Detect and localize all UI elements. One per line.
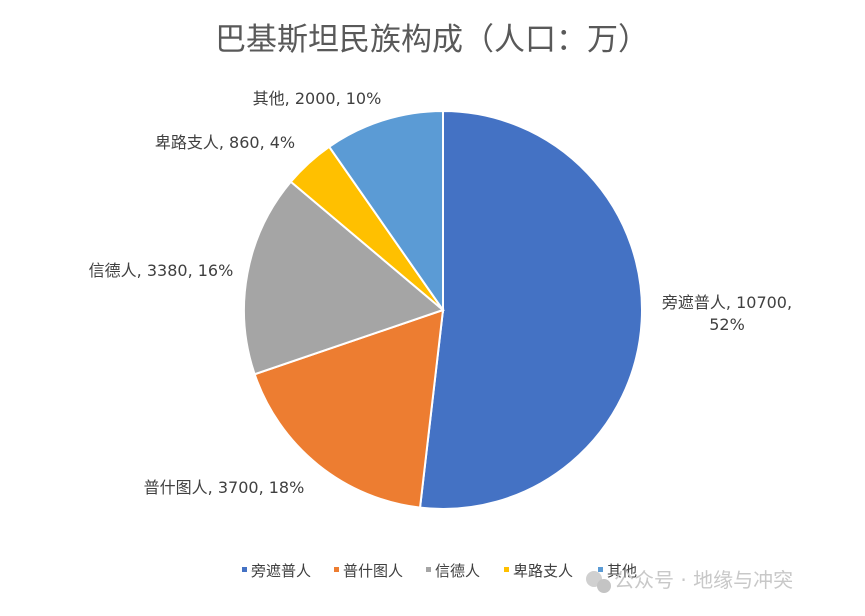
data-label-2: 普什图人, 3700, 18% [144,478,305,497]
watermark-text: 公众号 · 地缘与冲突 [614,568,793,592]
legend-label-4: 卑路支人 [513,562,573,580]
legend: 旁遮普人 普什图人 信德人 卑路支人 其他 [242,562,637,580]
pie-slice-2 [253,308,445,509]
legend-label-1: 旁遮普人 [251,562,311,580]
legend-label-3: 信德人 [435,562,480,580]
pie-slice-1 [418,109,643,510]
data-label-5: 其他, 2000, 10% [253,89,382,108]
pie-slices [243,109,643,510]
pie-slice-5 [327,109,444,314]
legend-marker-4 [504,567,509,572]
legend-label-2: 普什图人 [343,562,403,580]
legend-marker-1 [242,567,247,572]
data-label-4: 卑路支人, 860, 4% [155,133,295,152]
watermark: 公众号 · 地缘与冲突 [586,568,793,593]
data-label-1: 旁遮普人, 10700, 52% [662,293,792,334]
legend-label-5: 其他 [607,562,637,580]
legend-marker-2 [334,567,339,572]
pie-slice-3 [243,180,445,376]
chart-title: 巴基斯坦民族构成（人口：万） [215,22,649,58]
data-labels: 旁遮普人, 10700, 52% 普什图人, 3700, 18% 信德人, 3380,… [89,89,792,497]
legend-marker-5 [598,567,603,572]
data-label-3: 信德人, 3380, 16% [89,261,234,280]
wechat-icon [586,571,611,593]
legend-marker-3 [426,567,431,572]
